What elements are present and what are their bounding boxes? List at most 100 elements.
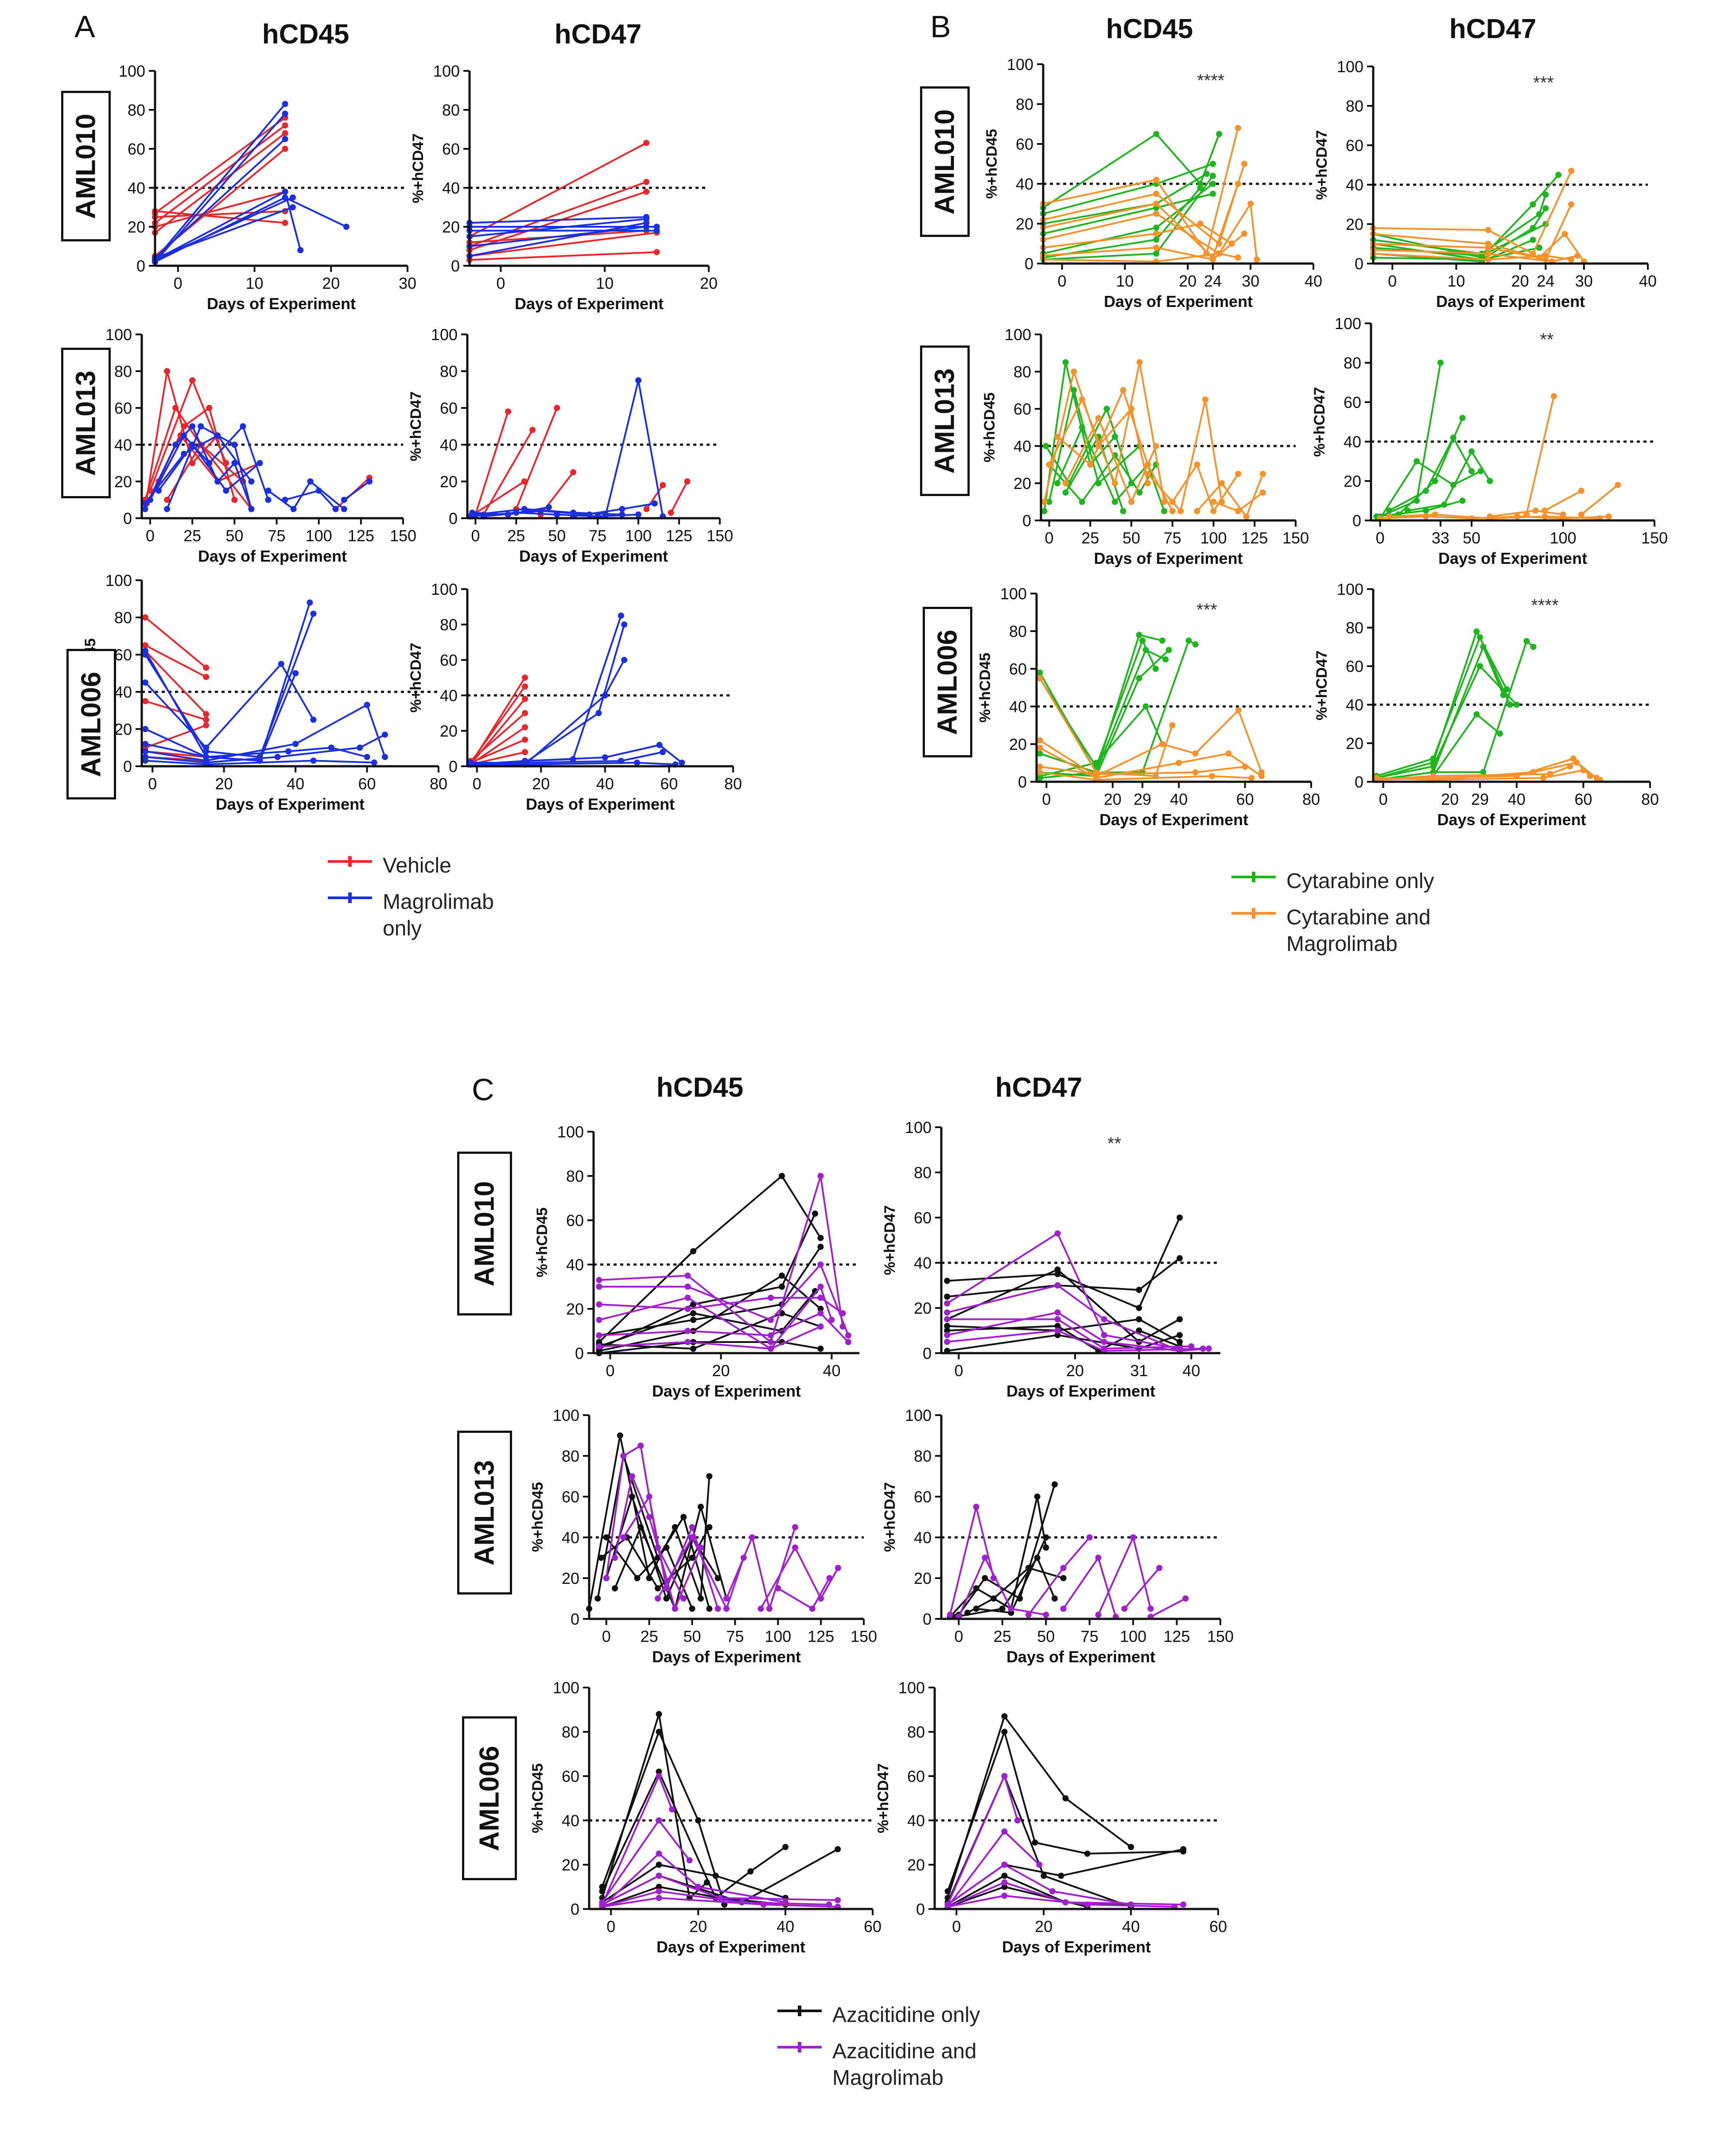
legend-item-magrolimab-only: Magrolimab only [328,889,494,942]
x-tick-label: 0 [606,1362,614,1380]
series-line [946,1232,1181,1350]
series-line [947,1715,1132,1899]
y-tick-label: 20 [114,720,132,738]
panel-a-row-aml006: AML006 [66,649,116,799]
data-point [1532,507,1539,514]
data-point [1153,443,1159,449]
series-line [1042,133,1220,209]
x-tick-label: 10 [1116,272,1134,290]
x-tick-label: 0 [473,775,482,793]
data-point [1142,647,1149,653]
data-point [637,1443,644,1449]
data-point [522,675,528,681]
data-point [1468,448,1475,455]
y-tick-label: 40 [1016,175,1033,193]
y-axis-label: %+hCD45 [981,392,998,462]
row-label: AML010 [469,1181,500,1286]
data-point [1161,508,1168,514]
data-point [290,506,297,512]
data-point [1473,628,1480,635]
data-point [1248,775,1255,781]
chart-a-aml010-hcd47: 0 20 40 60 80 100 0 10 20 Days of Experiment %+hCD… [410,62,718,313]
data-point [690,1317,696,1323]
data-point [653,249,660,256]
data-point [944,1339,951,1345]
y-tick-label: 20 [566,1300,584,1318]
series-line [1372,170,1572,255]
data-point [1095,1555,1102,1561]
series-azacitidine-and-magrolimab [944,1773,1187,1910]
series-cytarabine-and-magrolimab [1370,167,1587,265]
data-point [1084,1901,1091,1908]
series-line [1375,636,1511,777]
data-point [655,1585,661,1591]
x-axis-label: Days of Experiment [1006,1648,1155,1666]
y-tick-label: 0 [571,1900,579,1918]
data-point [656,1729,662,1735]
data-point [594,1595,601,1602]
series-line [605,379,664,517]
data-point [817,1323,824,1330]
data-point [1041,1873,1047,1879]
x-tick-label: 40 [596,775,614,793]
data-point [1430,763,1437,770]
significance-annotation: *** [1196,600,1217,620]
series-line [144,724,207,749]
data-point [1079,499,1085,505]
data-point [1142,703,1149,710]
data-point [612,1555,618,1561]
y-tick-label: 60 [1016,135,1033,153]
data-point [332,506,339,512]
x-axis-label: Days of Experiment [216,795,365,813]
series-line [469,251,658,261]
x-tick-label: 60 [1574,790,1592,808]
data-point [1497,730,1503,737]
legend-swatch-cytarabine-only [1231,868,1276,886]
series-line [154,210,286,224]
x-tick-label: 125 [348,527,374,545]
data-point [944,1277,951,1284]
series-line [601,1886,787,1908]
series-line [601,1897,839,1908]
data-point [1095,1611,1102,1618]
y-tick-label: 40 [1346,176,1363,194]
data-point [817,1346,824,1352]
data-point [706,1524,713,1530]
data-point [1153,201,1160,207]
series-line [946,1257,1181,1298]
data-point [1480,769,1487,776]
panel-b-header-hcd45: hCD45 [1106,14,1193,44]
legend-label: Cytarabine only [1286,869,1434,893]
y-axis-label: %+hCD45 [983,129,1000,199]
data-point [1235,181,1241,187]
data-point [282,220,288,226]
y-tick-label: 80 [440,616,458,634]
y-tick-label: 20 [914,1569,932,1587]
x-tick-label: 40 [1639,272,1657,290]
series-magrolimab-only [142,599,388,768]
data-point [1043,1534,1049,1540]
chart-c-aml006-hcd45: 0 20 40 60 80 100 0 20 40 60 Days of Experiment %+h… [529,1679,882,1956]
data-point [278,661,284,667]
panel-a-header-hcd47: hCD47 [554,19,642,50]
data-point [364,754,370,760]
legend-label: Cytarabine and Magrolimab [1286,906,1431,956]
x-tick-label: 20 [1104,790,1122,808]
data-point [1037,745,1043,751]
data-point [364,702,370,708]
data-point [973,1504,979,1510]
data-point [1459,415,1466,421]
data-point [142,506,148,512]
data-point [712,1873,719,1879]
data-point [142,757,149,764]
data-point [1054,1266,1061,1273]
data-point [1542,252,1549,259]
data-point [643,188,650,195]
data-point [292,670,299,676]
y-tick-label: 80 [914,1447,932,1465]
data-point [214,432,221,439]
data-point [768,1332,774,1339]
series-line [947,1895,1176,1908]
series-line [1042,233,1245,260]
